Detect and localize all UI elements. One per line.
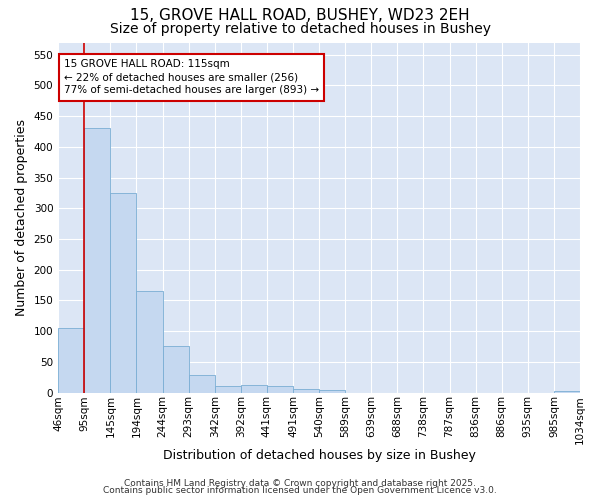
Bar (136, 291, 163, 392)
Bar (163, 346, 188, 393)
Bar (110, 193, 136, 392)
Bar (319, 390, 345, 392)
Bar (241, 385, 267, 392)
Text: Size of property relative to detached houses in Bushey: Size of property relative to detached ho… (110, 22, 491, 36)
Bar (58, 328, 84, 392)
Text: Contains public sector information licensed under the Open Government Licence v3: Contains public sector information licen… (103, 486, 497, 495)
Y-axis label: Number of detached properties: Number of detached properties (15, 119, 28, 316)
Bar (84, 128, 110, 392)
X-axis label: Distribution of detached houses by size in Bushey: Distribution of detached houses by size … (163, 450, 476, 462)
Bar (215, 386, 241, 392)
Bar (188, 376, 215, 392)
Text: 15, GROVE HALL ROAD, BUSHEY, WD23 2EH: 15, GROVE HALL ROAD, BUSHEY, WD23 2EH (130, 8, 470, 22)
Bar (267, 386, 293, 392)
Text: 15 GROVE HALL ROAD: 115sqm
← 22% of detached houses are smaller (256)
77% of sem: 15 GROVE HALL ROAD: 115sqm ← 22% of deta… (64, 59, 319, 96)
Text: Contains HM Land Registry data © Crown copyright and database right 2025.: Contains HM Land Registry data © Crown c… (124, 478, 476, 488)
Bar (293, 390, 319, 392)
